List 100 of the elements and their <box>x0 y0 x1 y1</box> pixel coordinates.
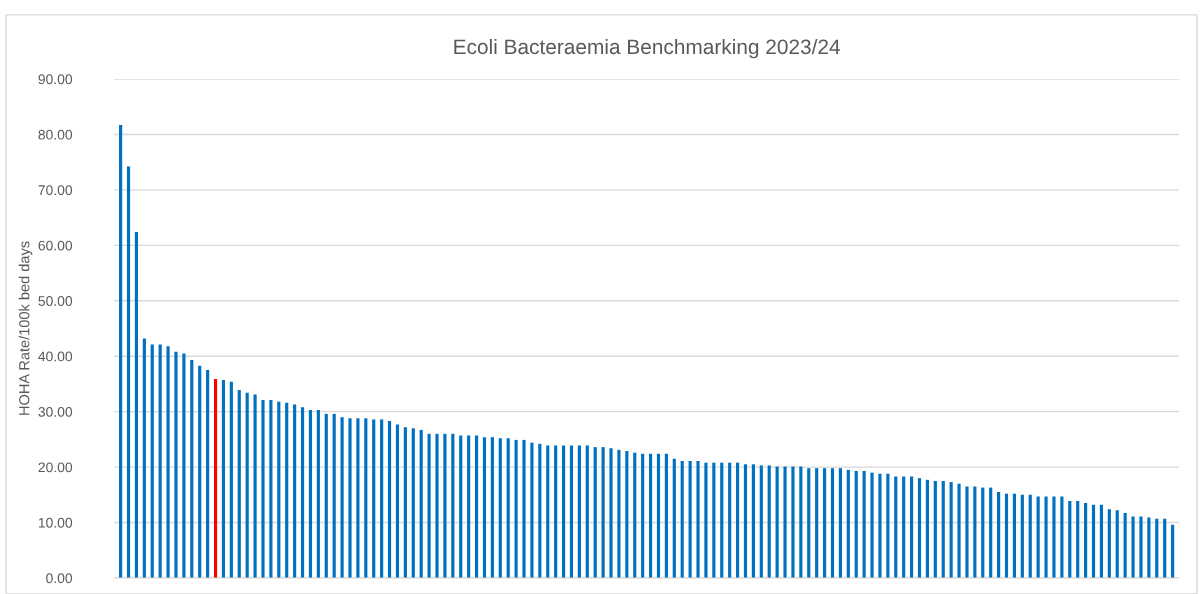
bar <box>751 464 755 578</box>
bar <box>1115 510 1119 578</box>
bar <box>1076 500 1080 578</box>
bar <box>743 464 748 578</box>
bar <box>1131 516 1135 578</box>
bar <box>759 465 763 578</box>
bar <box>941 480 945 578</box>
bar <box>878 473 882 578</box>
y-tick-label: 10.00 <box>38 517 73 528</box>
bar <box>427 433 431 578</box>
bar <box>269 400 273 578</box>
y-tick-label: 50.00 <box>38 296 73 306</box>
y-axis-title: HOHA Rate/100k bed days <box>18 241 33 415</box>
bar <box>1068 500 1072 578</box>
bar <box>364 418 368 578</box>
bar <box>664 453 668 578</box>
bar <box>910 476 914 578</box>
bar <box>261 400 265 578</box>
bar <box>411 428 415 578</box>
bar <box>546 445 550 578</box>
bar <box>1060 496 1064 578</box>
bar <box>213 378 218 578</box>
chart-title: Ecoli Bacteraemia Benchmarking 2023/24 <box>454 38 840 59</box>
bar <box>490 437 494 578</box>
bar <box>1163 518 1167 578</box>
y-tick-label: 0.00 <box>46 573 73 584</box>
bar <box>372 419 376 578</box>
bar <box>997 492 1001 578</box>
bar <box>1171 524 1175 578</box>
bar <box>435 433 439 578</box>
bar <box>617 449 621 578</box>
bar <box>933 480 937 578</box>
bar <box>767 465 771 578</box>
bar <box>791 466 795 578</box>
bar <box>569 445 574 578</box>
y-tick-label: 90.00 <box>38 74 73 85</box>
bar <box>150 344 154 578</box>
bar <box>625 451 629 578</box>
bar <box>158 344 162 578</box>
bar <box>925 479 929 578</box>
bar <box>522 439 526 578</box>
bar <box>245 392 249 578</box>
bar <box>229 381 233 578</box>
bar <box>680 460 684 578</box>
bar <box>823 468 827 578</box>
bar <box>1020 494 1024 578</box>
bar <box>1147 517 1151 578</box>
bar <box>672 458 676 578</box>
bar <box>609 448 613 578</box>
bar <box>277 401 281 578</box>
bar <box>965 486 969 578</box>
bar <box>728 462 732 578</box>
bar <box>324 413 328 578</box>
bar <box>1139 516 1143 578</box>
bar <box>957 483 961 578</box>
bar <box>949 482 953 578</box>
bar <box>799 466 803 578</box>
bar <box>419 429 423 578</box>
bar <box>1091 504 1096 578</box>
bar <box>854 470 858 578</box>
bar <box>815 468 819 578</box>
bar <box>862 470 866 578</box>
bar <box>696 460 700 578</box>
bar <box>395 424 400 578</box>
bar <box>775 466 779 578</box>
bar <box>917 478 922 578</box>
bar <box>641 453 645 578</box>
bar <box>348 418 352 578</box>
bar <box>989 487 993 578</box>
y-tick-label: 80.00 <box>38 129 73 140</box>
bar <box>783 466 787 578</box>
bar <box>380 419 384 578</box>
bar <box>688 460 692 578</box>
bar <box>332 413 336 578</box>
bar <box>1123 513 1127 578</box>
bar <box>206 370 210 578</box>
bar <box>538 443 542 578</box>
bar <box>648 453 653 578</box>
bar <box>356 418 360 578</box>
bar <box>166 346 170 578</box>
bar <box>593 447 597 578</box>
y-tick-label: 70.00 <box>38 185 73 196</box>
bar <box>174 351 178 578</box>
bar <box>119 125 123 578</box>
bar <box>973 486 977 578</box>
bar <box>1107 509 1111 578</box>
bar <box>474 435 479 578</box>
bar <box>514 439 518 578</box>
bar <box>554 445 558 578</box>
y-tick-label: 60.00 <box>38 240 73 251</box>
bar <box>142 338 146 578</box>
bar <box>601 447 605 578</box>
bar <box>902 476 906 578</box>
bar <box>656 453 661 578</box>
bar <box>182 353 186 578</box>
bar <box>308 409 313 578</box>
bar <box>530 442 534 578</box>
bar <box>1044 496 1048 578</box>
bar <box>712 462 716 578</box>
y-tick-label: 30.00 <box>38 406 73 417</box>
